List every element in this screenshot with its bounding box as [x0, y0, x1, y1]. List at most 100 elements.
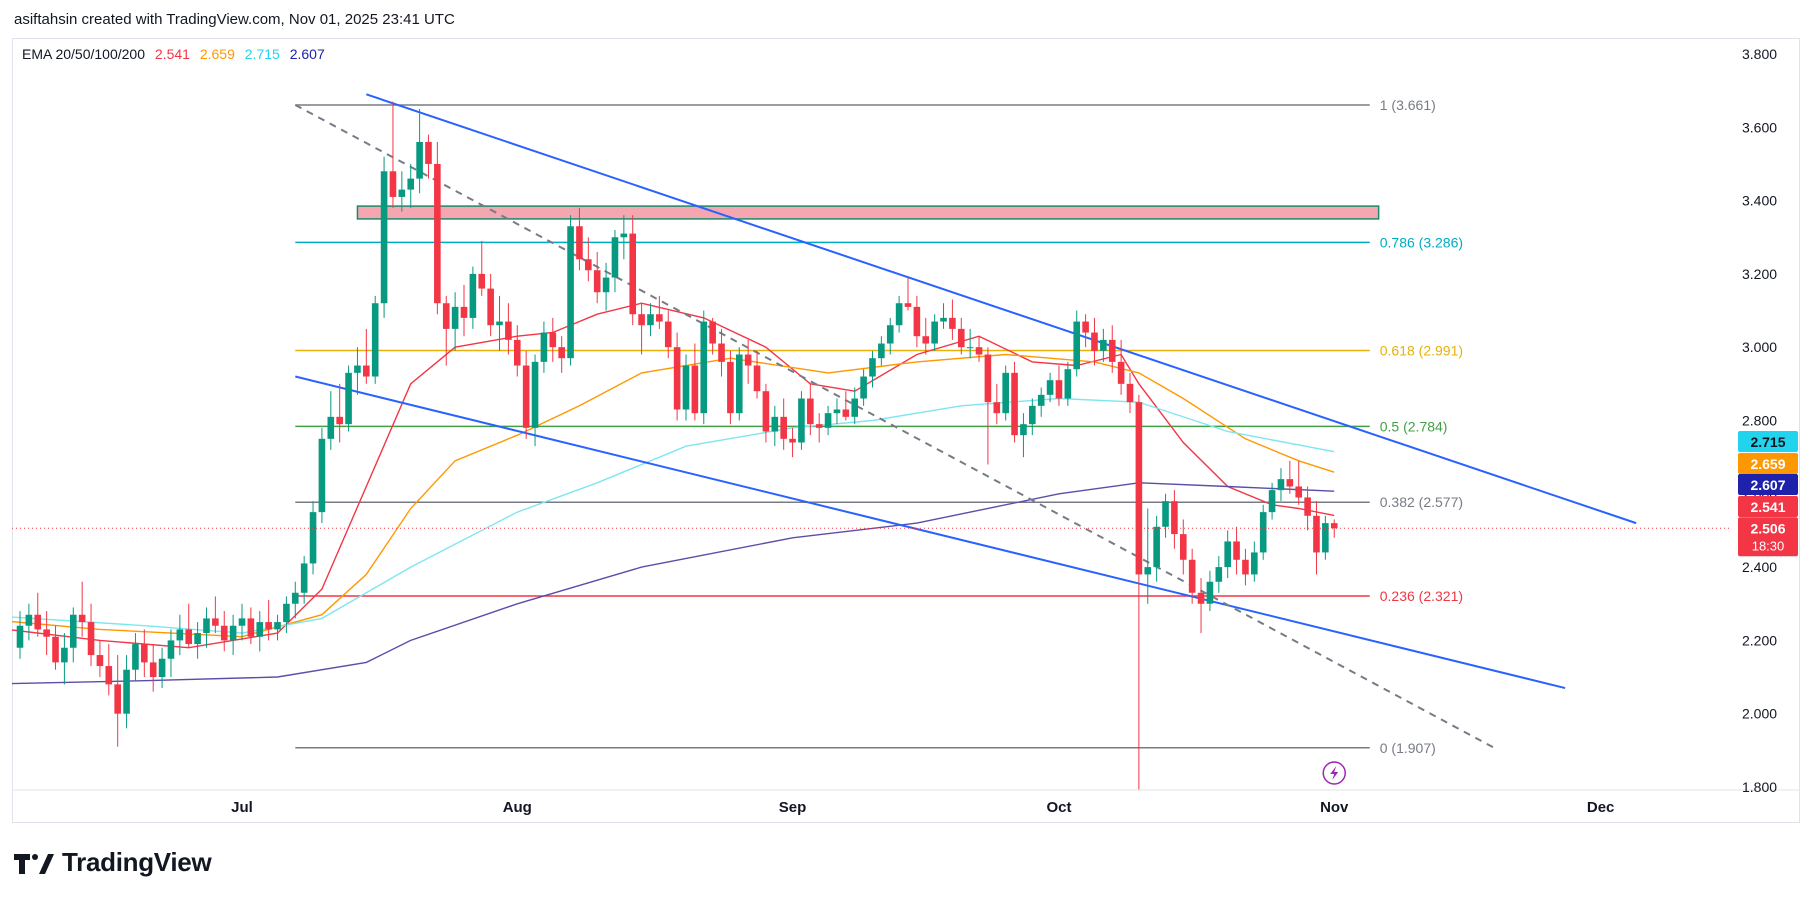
- candle-body: [1108, 339, 1116, 362]
- bear-candle: [1011, 361, 1018, 443]
- bull-candle: [700, 310, 708, 425]
- candle-body: [1259, 512, 1267, 553]
- candle-body: [78, 614, 86, 623]
- candle-body: [513, 339, 521, 366]
- candle-body: [291, 592, 299, 604]
- current-price-label: 2.506: [1750, 520, 1785, 536]
- ema-tag-label: 2.715: [1750, 434, 1785, 450]
- bull-candle: [1259, 504, 1267, 560]
- candle-body: [442, 303, 450, 329]
- candle-body: [1100, 339, 1107, 351]
- bull-candle: [1224, 530, 1231, 579]
- lightning-icon: [1330, 766, 1339, 780]
- bull-candle: [602, 262, 610, 311]
- bull-candle: [1046, 372, 1054, 403]
- bear-candle: [212, 596, 219, 634]
- ema-legend-label: EMA 20/50/100/200: [22, 46, 145, 62]
- ema-line: [12, 302, 1335, 649]
- candle-body: [1330, 523, 1338, 529]
- candle-body: [638, 314, 645, 326]
- bear-candle: [718, 328, 725, 377]
- candle-body: [203, 618, 210, 634]
- candle-body: [735, 354, 743, 414]
- bear-candle: [629, 215, 637, 326]
- candle-body: [531, 361, 539, 428]
- candle-body: [807, 398, 814, 425]
- y-axis-tick-label: 3.400: [1742, 193, 1777, 209]
- bull-candle: [318, 427, 326, 524]
- candle-body: [114, 684, 121, 714]
- candle-body: [265, 622, 272, 630]
- bear-candle: [78, 581, 86, 637]
- bull-candle: [682, 354, 690, 421]
- bear-candle: [585, 237, 592, 282]
- bear-candle: [1188, 548, 1196, 604]
- candle-body: [798, 398, 805, 443]
- bear-candle: [1055, 365, 1063, 406]
- candle-body: [602, 277, 610, 293]
- candle-body: [744, 354, 752, 366]
- candle-body: [220, 625, 228, 641]
- bull-candle: [540, 321, 548, 373]
- candle-body: [718, 343, 725, 362]
- candle-body: [212, 618, 219, 626]
- candle-body: [647, 314, 654, 326]
- y-axis-tick-label: 2.000: [1742, 706, 1777, 722]
- candle-body: [1153, 526, 1160, 568]
- bear-candle: [576, 207, 583, 271]
- bear-candle: [185, 603, 193, 648]
- bear-candle: [487, 273, 494, 337]
- bull-candle: [345, 365, 352, 432]
- candle-body: [176, 629, 184, 641]
- ema-price-tag: 2.659: [1738, 453, 1798, 474]
- bull-candle: [1029, 398, 1036, 436]
- bear-candle: [1286, 460, 1294, 494]
- bull-candle: [1162, 493, 1169, 538]
- tradingview-brand[interactable]: TradingView: [14, 847, 212, 878]
- ema-legend[interactable]: EMA 20/50/100/200 2.541 2.659 2.715 2.60…: [22, 46, 331, 62]
- candle-body: [1126, 383, 1134, 403]
- ema100-value: 2.715: [244, 46, 280, 62]
- current-price-tag-bg: [1738, 517, 1798, 557]
- candle-body: [567, 226, 574, 359]
- ema-tag-bg: [1738, 496, 1798, 517]
- bull-candle: [354, 347, 361, 395]
- bull-candle: [398, 171, 406, 212]
- fib-level-label: 1 (3.661): [1380, 97, 1436, 113]
- candle-body: [345, 372, 352, 425]
- candle-body: [336, 416, 343, 425]
- bull-candle: [1002, 365, 1009, 421]
- bull-candle: [283, 596, 290, 634]
- candle-body: [52, 636, 59, 663]
- bear-candle: [442, 295, 450, 366]
- candle-body: [762, 391, 770, 432]
- bull-candle: [869, 350, 876, 388]
- x-axis-tick-label: Dec: [1587, 799, 1615, 816]
- bear-candle: [114, 655, 121, 747]
- bear-candle: [425, 134, 432, 179]
- bear-candle: [1108, 325, 1116, 373]
- x-axis-tick-label: Aug: [503, 799, 532, 816]
- bull-candle: [274, 614, 281, 641]
- bull-candle: [1100, 328, 1107, 362]
- bull-candle: [123, 655, 130, 729]
- candle-body: [727, 361, 734, 414]
- fib-level-label: 0.236 (2.321): [1380, 588, 1463, 604]
- bear-candle: [149, 644, 157, 692]
- candle-body: [842, 409, 850, 417]
- candle-body: [949, 317, 956, 329]
- x-axis-tick-label: Sep: [779, 799, 807, 816]
- candle-body: [247, 618, 255, 637]
- candle-body: [1029, 405, 1036, 425]
- bull-candle: [1277, 468, 1285, 502]
- candle-body: [1117, 361, 1125, 384]
- candle-body: [416, 141, 423, 179]
- bull-candle: [158, 647, 166, 689]
- bear-candle: [34, 592, 42, 637]
- bull-candle: [380, 156, 388, 318]
- ema-tag-label: 2.541: [1750, 499, 1785, 515]
- ema-line: [12, 397, 1335, 634]
- bear-candle: [513, 325, 521, 377]
- bear-candle: [265, 600, 272, 641]
